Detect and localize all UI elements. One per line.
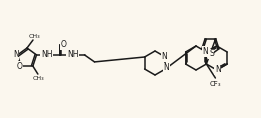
Text: N: N xyxy=(203,47,208,56)
Text: O: O xyxy=(61,40,67,49)
Text: CH₃: CH₃ xyxy=(28,34,40,38)
Text: O: O xyxy=(17,62,22,71)
Text: CF₃: CF₃ xyxy=(210,81,221,87)
Text: N: N xyxy=(164,63,169,72)
Text: NH: NH xyxy=(41,50,52,59)
Text: N: N xyxy=(215,65,221,74)
Text: CH₃: CH₃ xyxy=(33,76,45,81)
Text: S: S xyxy=(209,49,214,59)
Text: NH: NH xyxy=(67,50,78,59)
Text: N: N xyxy=(162,53,167,61)
Text: N: N xyxy=(13,50,19,59)
